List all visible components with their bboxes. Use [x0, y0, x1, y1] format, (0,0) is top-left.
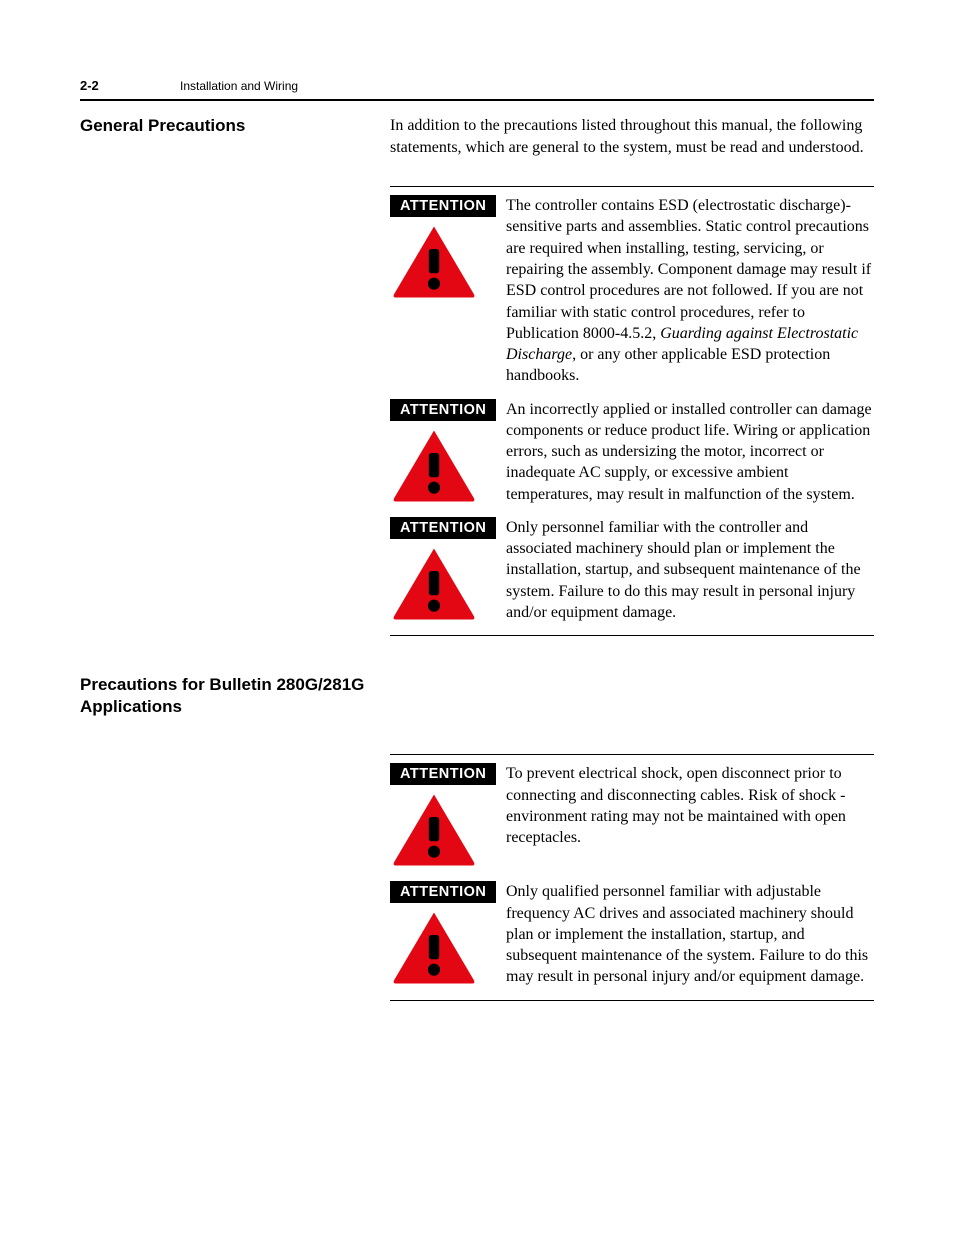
attention-text: Only qualified personnel familiar with a… — [506, 881, 874, 987]
attention-text: Only personnel familiar with the control… — [506, 517, 874, 623]
attention-block: ATTENTION An incorrectly applied or inst… — [390, 399, 874, 505]
attention-label-column: ATTENTION — [390, 399, 506, 505]
section-heading: Precautions for Bulletin 280G/281G Appli… — [80, 674, 370, 718]
section-heading-column: Precautions for Bulletin 280G/281G Appli… — [80, 674, 390, 734]
attention-label-column: ATTENTION — [390, 517, 506, 623]
attention-separator — [390, 186, 874, 187]
document-page: 2-2 Installation and Wiring General Prec… — [0, 0, 954, 1089]
page-number: 2-2 — [80, 78, 180, 93]
section-heading-column: General Precautions — [80, 115, 390, 644]
attention-block: ATTENTION Only personnel familiar with t… — [390, 517, 874, 623]
header-rule — [80, 99, 874, 101]
chapter-title: Installation and Wiring — [180, 79, 298, 93]
attention-block: ATTENTION The controller contains ESD (e… — [390, 195, 874, 386]
attention-label-column: ATTENTION — [390, 881, 506, 987]
attention-label: ATTENTION — [390, 763, 496, 785]
attention-label: ATTENTION — [390, 195, 496, 217]
attention-label-column: ATTENTION — [390, 195, 506, 386]
section-bulletin-body: ATTENTION To prevent electrical shock, o… — [80, 754, 874, 1008]
section-body-column: In addition to the precautions listed th… — [390, 115, 874, 644]
attention-label-column: ATTENTION — [390, 763, 506, 869]
attention-label: ATTENTION — [390, 517, 496, 539]
attention-label: ATTENTION — [390, 399, 496, 421]
warning-triangle-icon — [390, 545, 478, 623]
section-general-precautions: General Precautions In addition to the p… — [80, 115, 874, 644]
attention-block: ATTENTION Only qualified personnel famil… — [390, 881, 874, 987]
attention-separator — [390, 754, 874, 755]
attention-text-pre: The controller contains ESD (electrostat… — [506, 197, 871, 342]
section-body-column: ATTENTION To prevent electrical shock, o… — [390, 754, 874, 1008]
attention-separator — [390, 1000, 874, 1001]
attention-text: To prevent electrical shock, open discon… — [506, 763, 874, 869]
attention-separator — [390, 635, 874, 636]
warning-triangle-icon — [390, 791, 478, 869]
section-heading-column — [80, 754, 390, 1008]
section-body-column — [390, 674, 874, 734]
section-bulletin-precautions: Precautions for Bulletin 280G/281G Appli… — [80, 674, 874, 734]
warning-triangle-icon — [390, 427, 478, 505]
page-header: 2-2 Installation and Wiring — [80, 78, 874, 93]
warning-triangle-icon — [390, 223, 478, 301]
attention-label: ATTENTION — [390, 881, 496, 903]
intro-paragraph: In addition to the precautions listed th… — [390, 115, 874, 158]
attention-text: An incorrectly applied or installed cont… — [506, 399, 874, 505]
warning-triangle-icon — [390, 909, 478, 987]
attention-block: ATTENTION To prevent electrical shock, o… — [390, 763, 874, 869]
attention-text: The controller contains ESD (electrostat… — [506, 195, 874, 386]
section-heading: General Precautions — [80, 115, 370, 137]
